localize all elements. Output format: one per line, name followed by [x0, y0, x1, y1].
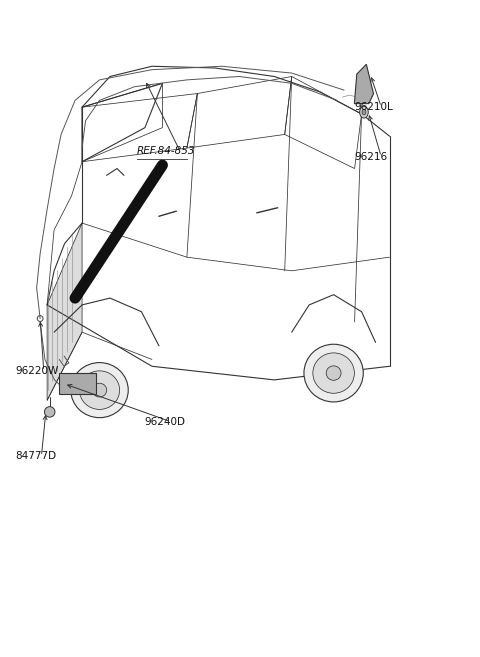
FancyBboxPatch shape: [59, 373, 96, 394]
Ellipse shape: [313, 353, 354, 394]
Ellipse shape: [71, 363, 128, 418]
Circle shape: [360, 106, 368, 118]
Text: REF.84-853: REF.84-853: [137, 147, 195, 156]
Circle shape: [362, 110, 366, 115]
Text: 96240D: 96240D: [144, 417, 185, 426]
Polygon shape: [47, 223, 82, 400]
Ellipse shape: [79, 371, 120, 409]
Ellipse shape: [326, 366, 341, 380]
Text: 96210L: 96210L: [355, 102, 394, 112]
Ellipse shape: [304, 344, 363, 402]
Text: 84777D: 84777D: [15, 451, 56, 461]
Ellipse shape: [45, 407, 55, 417]
Text: 96216: 96216: [355, 152, 388, 162]
Text: 96220W: 96220W: [15, 366, 58, 376]
Ellipse shape: [92, 383, 107, 397]
Polygon shape: [354, 64, 373, 104]
